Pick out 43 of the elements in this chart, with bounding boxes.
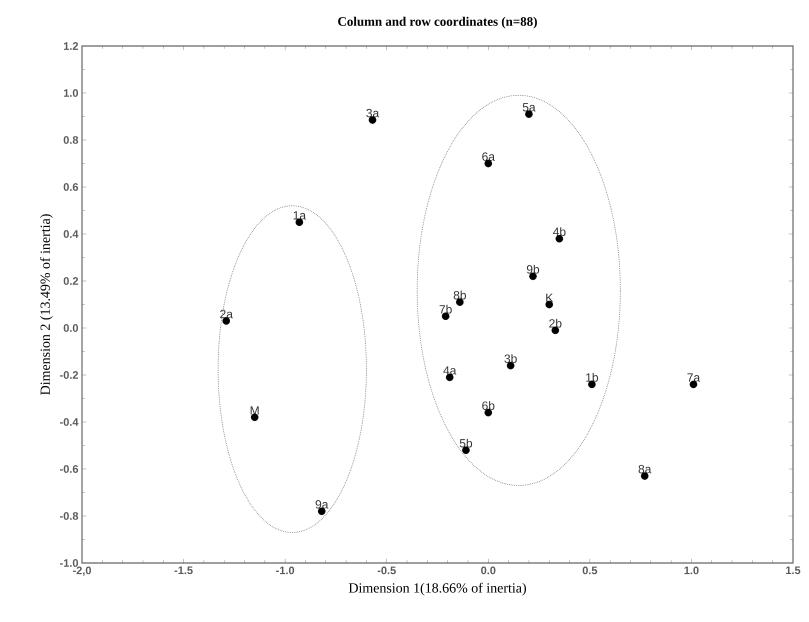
y-tick-label: 0.8 [64, 136, 78, 144]
y-tick-label: 0.0 [64, 324, 78, 332]
y-tick-label: 1.2 [64, 42, 78, 50]
y-axis-title: Dimension 2 (13.49% of inertia) [40, 214, 53, 395]
y-tick-label: -0.2 [60, 371, 78, 379]
annotation: 3b [504, 354, 517, 363]
annotation: 6b [482, 401, 494, 410]
annotation: M [250, 406, 259, 415]
annotation: K [546, 294, 554, 302]
annotation: 9a [316, 500, 328, 509]
x-axis-title: Dimension 1(18.66% of inertia) [348, 582, 526, 596]
y-tick-label: -0.4 [60, 418, 78, 426]
annotation: 1b [586, 372, 598, 382]
annotation: 2b [549, 318, 562, 328]
y-tick-label: 0.2 [64, 277, 78, 285]
annotation: 8b [454, 290, 466, 300]
annotation: 6a [482, 152, 495, 161]
y-tick-label: -0.6 [60, 465, 78, 473]
annotation: 1a [294, 211, 306, 220]
annotation: 5a [522, 103, 536, 112]
x-tick-label: -0.5 [378, 566, 396, 574]
y-tick-label: 0.4 [64, 230, 78, 238]
x-tick-label: -2,0 [72, 566, 91, 576]
x-tick-label: 1.5 [786, 566, 800, 574]
x-tick-label: -1.5 [174, 566, 193, 574]
annotation: 8a [638, 464, 652, 474]
annotation: 7a [687, 373, 700, 382]
annotation: 4a [443, 366, 456, 375]
annotation: 2a [220, 310, 233, 318]
x-tick-label: 1.0 [684, 566, 699, 574]
annotation: 4b [553, 227, 566, 236]
annotation: 5b [460, 438, 472, 448]
x-tick-label: 0.0 [481, 566, 496, 574]
y-tick-label: -1.0 [60, 559, 78, 567]
x-tick-label: -1.0 [276, 566, 294, 574]
y-tick-label: 1.0 [64, 89, 78, 97]
y-tick-label: 0.6 [64, 183, 78, 191]
annotation: 3a [366, 108, 380, 118]
annotation: 7b [440, 304, 452, 314]
annotation: 9b [526, 264, 540, 274]
y-tick-label: -0.8 [60, 512, 78, 520]
chart-title: Column and row coordinates (n=88) [338, 16, 537, 28]
x-tick-label: 0.5 [582, 566, 598, 574]
